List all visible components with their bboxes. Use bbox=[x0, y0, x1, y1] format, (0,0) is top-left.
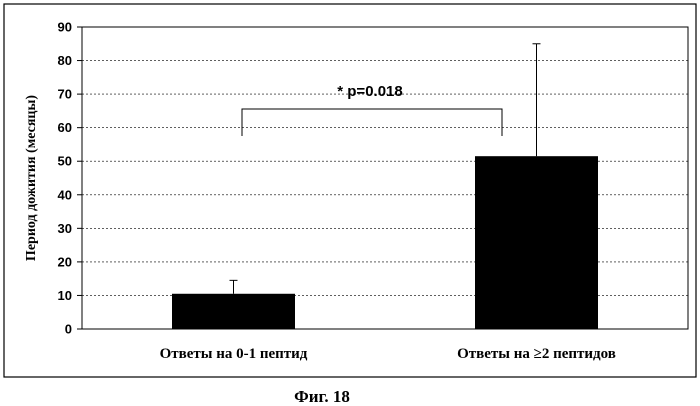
figure-caption: Фиг. 18 bbox=[294, 387, 350, 406]
significance-bracket bbox=[242, 109, 502, 136]
y-axis-label: Период дожития (месяцы) bbox=[24, 95, 39, 261]
y-tick-label: 40 bbox=[58, 187, 72, 202]
p-value-annotation: * p=0.018 bbox=[337, 83, 402, 100]
y-tick-label: 30 bbox=[58, 221, 72, 236]
y-tick-label: 70 bbox=[58, 87, 72, 102]
y-tick-label: 60 bbox=[58, 120, 72, 135]
y-tick-label: 20 bbox=[58, 254, 72, 269]
bar bbox=[475, 156, 598, 329]
y-tick-label: 50 bbox=[58, 154, 72, 169]
y-tick-label: 0 bbox=[65, 322, 72, 337]
x-category-label: Ответы на 0-1 пептид bbox=[160, 346, 308, 362]
y-tick-label: 80 bbox=[58, 53, 72, 68]
bar bbox=[172, 294, 295, 329]
bars bbox=[172, 156, 598, 329]
x-axis-labels: Ответы на 0-1 пептид Ответы на ≥2 пептидо… bbox=[160, 346, 616, 362]
x-category-label: Ответы на ≥2 пептидов bbox=[457, 346, 616, 362]
y-axis-ticks: 0 10 20 30 40 50 60 70 80 90 bbox=[58, 20, 82, 337]
y-tick-label: 90 bbox=[58, 20, 72, 35]
y-tick-label: 10 bbox=[58, 288, 72, 303]
